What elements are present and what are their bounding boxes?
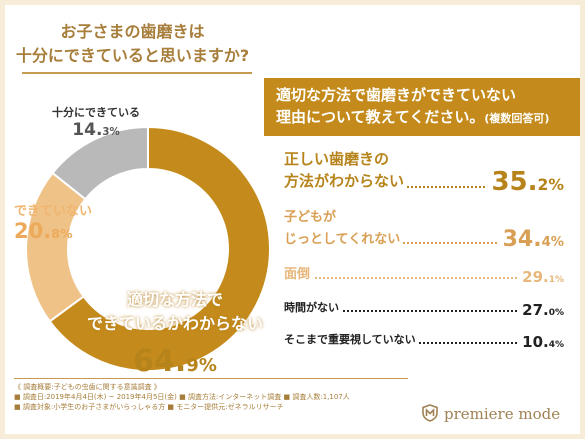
reason-row-2: 子どもが じっとしてくれない 34.4% — [284, 206, 564, 252]
donut-chart — [25, 125, 271, 372]
reason-2-line-1: 子どもが — [284, 210, 337, 225]
label-unknown-value: 64.9% — [133, 344, 217, 379]
reason-5-leader-dots — [284, 342, 564, 344]
label-unknown-name-1: 適切な方法で — [126, 290, 223, 309]
reason-row-5: そこまで重要視していない 10.4% — [284, 325, 564, 351]
reason-5-label: そこまで重要視していない — [284, 333, 419, 346]
survey-heading: 《 調査概要:子どもの虫歯に関する意識調査 》 — [14, 383, 161, 391]
label-noproblem-name: 十分にできている — [52, 106, 140, 119]
reason-1-line-1: 正しい歯磨きの — [284, 150, 390, 168]
reason-3-leader-dots — [284, 277, 564, 279]
title-divider — [22, 72, 252, 74]
reason-row-1: 正しい歯磨きの 方法がわからない 35.2% — [284, 148, 564, 197]
label-unknown: 適切な方法で できているかわからない 64.9% — [80, 286, 270, 379]
survey-line-1: ■ 調査日:2019年4月4日(木) ~ 2019年4月5日(金) ■ 調査方法… — [14, 393, 350, 401]
brand-name: premiere mode — [444, 405, 561, 423]
survey-divider — [14, 378, 408, 379]
label-notsure-name: できていない — [14, 204, 93, 219]
label-unknown-name-2: できているかわからない — [86, 314, 263, 333]
reason-row-4: 時間がない 27.0% — [284, 293, 564, 319]
reason-3-label: 面倒 — [284, 267, 314, 282]
reason-5-value: 10.4% — [518, 333, 564, 351]
survey-summary: 《 調査概要:子どもの虫歯に関する意識調査 》 ■ 調査日:2019年4月4日(… — [14, 382, 414, 412]
title-line-2: 十分にできていると思いますか? — [15, 46, 250, 65]
survey-question-title: お子さまの歯磨きは 十分にできていると思いますか? — [0, 20, 265, 68]
donut-slice-noproblem — [51, 125, 149, 201]
reason-1-line-2: 方法がわからない — [284, 172, 408, 190]
reason-2-value: 34.4% — [498, 227, 564, 252]
reasons-question-box: 適切な方法で歯磨きができていない 理由について教えてください。(複数回答可) — [264, 78, 580, 136]
label-notsure: できていない 20.8% — [14, 200, 92, 243]
reason-4-leader-dots — [284, 310, 564, 312]
reason-2-line-2: じっとしてくれない — [284, 232, 404, 247]
reason-4-value: 27.0% — [518, 301, 564, 319]
label-noproblem-value: 14.3% — [72, 120, 120, 140]
donut-slice-unknown — [48, 125, 271, 372]
reason-2-leader-dots — [284, 242, 564, 244]
donut-slice-notsure — [25, 171, 87, 323]
reason-1-value: 35.2% — [487, 167, 564, 197]
question-line-2: 理由について教えてください。(複数回答可) — [276, 108, 550, 126]
reason-3-value: 29.1% — [518, 268, 564, 286]
reason-4-label: 時間がない — [284, 301, 342, 314]
survey-line-2: ■ 調査対象:小学生のお子さまがいらっしゃる方 ■ モニター提供元:ゼネラルリサ… — [14, 403, 284, 411]
label-notsure-value: 20.8% — [14, 219, 73, 243]
reason-row-3: 面倒 29.1% — [284, 260, 564, 286]
question-note: (複数回答可) — [484, 112, 550, 125]
brand-logo: premiere mode — [422, 404, 560, 423]
reason-1-leader-dots — [284, 186, 564, 188]
question-line-1: 適切な方法で歯磨きができていない — [276, 86, 517, 104]
label-noproblem: 十分にできている 14.3% — [52, 104, 140, 140]
shield-icon — [422, 404, 438, 422]
title-line-1: お子さまの歯磨きは — [60, 22, 205, 41]
